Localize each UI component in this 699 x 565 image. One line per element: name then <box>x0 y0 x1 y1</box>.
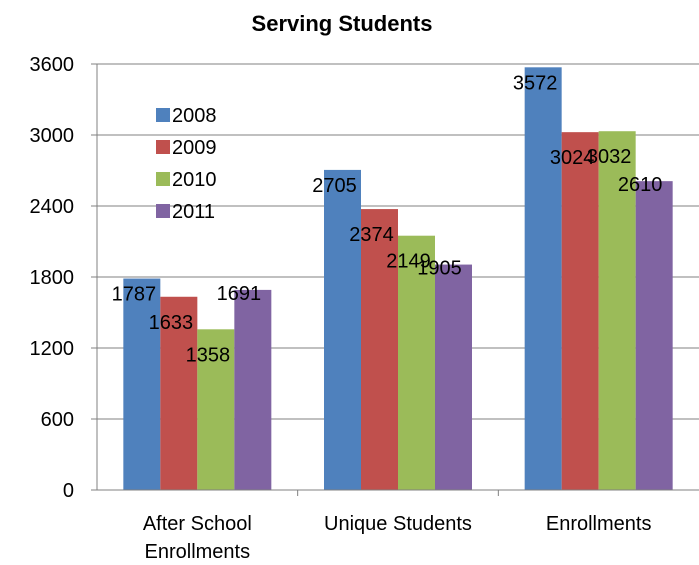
data-label: 1691 <box>217 283 262 305</box>
data-label: 1787 <box>112 284 157 306</box>
y-tick-label: 1200 <box>30 338 75 360</box>
bar <box>197 329 235 490</box>
bar <box>361 209 398 490</box>
data-label: 1633 <box>149 312 194 334</box>
legend-label: 2009 <box>172 137 217 159</box>
legend-swatch <box>156 172 170 186</box>
bar <box>123 278 161 490</box>
y-tick-label: 600 <box>41 409 74 431</box>
axes: 0 600 1200 1800 2400 3000 3600 After School Enro… <box>30 54 699 563</box>
y-tick-label: 3000 <box>30 125 75 147</box>
bar <box>160 296 198 490</box>
data-label: 2149 <box>386 251 431 273</box>
x-category-label: After School Enrollments <box>143 513 252 563</box>
y-tick-label: 0 <box>63 480 74 502</box>
x-category-label: Unique Students <box>324 513 472 535</box>
bar <box>598 131 636 491</box>
legend-label: 2010 <box>172 169 217 191</box>
y-tick-label: 2400 <box>30 196 75 218</box>
data-label: 3032 <box>587 146 632 168</box>
bars <box>123 67 673 491</box>
data-label: 2374 <box>349 224 394 246</box>
data-label: 1905 <box>417 258 462 280</box>
data-label: 1358 <box>186 344 231 366</box>
legend-label: 2011 <box>172 201 215 223</box>
bar <box>524 67 562 491</box>
bar <box>435 264 472 490</box>
data-label: 3572 <box>513 72 558 94</box>
legend-swatch <box>156 140 170 154</box>
legend: 2008 2009 2010 2011 <box>156 105 217 223</box>
bar <box>324 169 361 491</box>
x-category-label: Enrollments <box>546 513 652 535</box>
data-label: 2610 <box>618 174 663 196</box>
y-tick-label: 1800 <box>30 267 75 289</box>
bar <box>398 235 435 490</box>
y-tick-label: 3600 <box>30 54 75 76</box>
legend-swatch <box>156 108 170 122</box>
data-label: 3024 <box>550 147 595 169</box>
bar <box>234 289 272 490</box>
bar <box>561 132 599 490</box>
legend-swatch <box>156 204 170 218</box>
bar <box>635 181 673 490</box>
legend-label: 2008 <box>172 105 217 127</box>
chart-title: Serving Students <box>252 11 433 36</box>
data-label: 2705 <box>312 175 357 197</box>
